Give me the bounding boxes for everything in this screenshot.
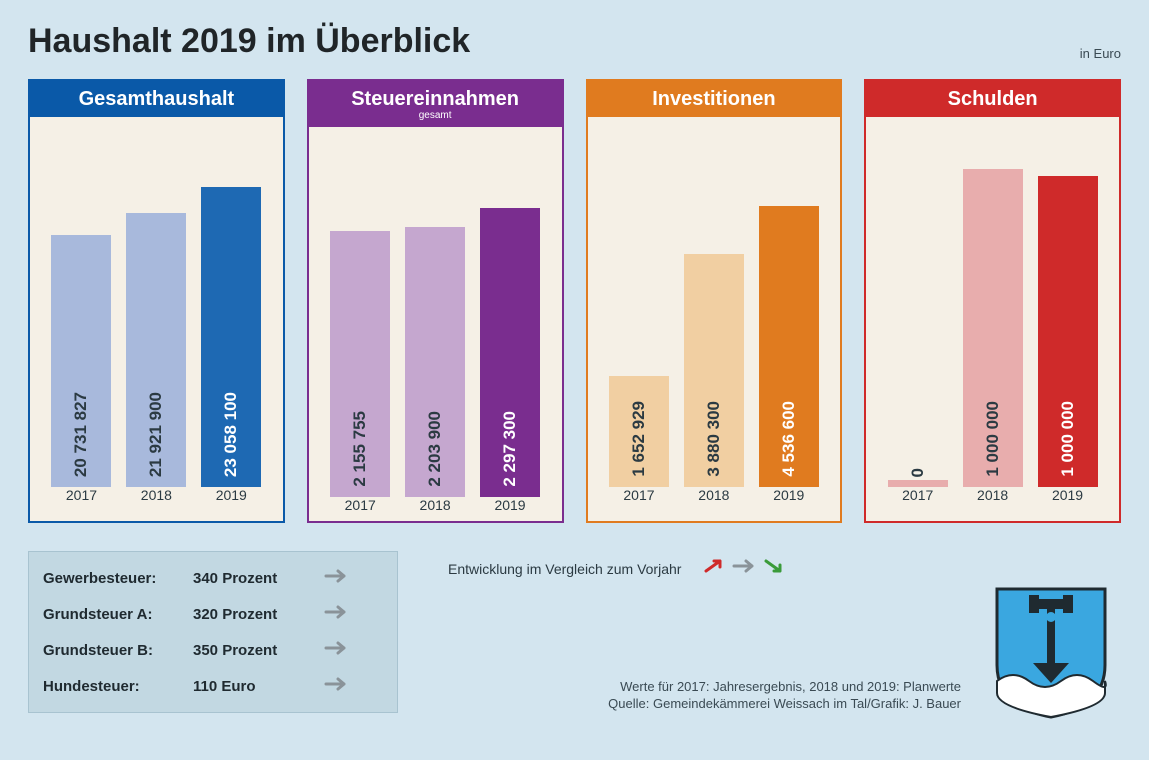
bar: 2 203 900 bbox=[405, 227, 465, 497]
bar: 21 921 900 bbox=[126, 213, 186, 487]
header: Haushalt 2019 im Überblick in Euro bbox=[28, 22, 1121, 61]
tax-label: Grundsteuer A: bbox=[43, 606, 193, 623]
bar: 20 731 827 bbox=[51, 235, 111, 487]
bar-value: 2 297 300 bbox=[500, 401, 520, 497]
year-label: 2019 bbox=[759, 487, 819, 503]
municipality-crest bbox=[991, 585, 1111, 725]
chart-body: 0 1 000 000 1 000 000 bbox=[866, 117, 1119, 487]
x-axis: 2017 2018 2019 bbox=[30, 487, 283, 511]
bar: 23 058 100 bbox=[201, 187, 261, 487]
tax-row: Grundsteuer B:350 Prozent bbox=[43, 632, 383, 668]
bar: 1 000 000 bbox=[963, 169, 1023, 487]
chart-steuereinnahmen: Steuereinnahmengesamt2 155 7552 203 9002… bbox=[307, 79, 564, 523]
trend-arrow-icon bbox=[323, 603, 349, 625]
x-axis: 2017 2018 2019 bbox=[866, 487, 1119, 511]
year-label: 2018 bbox=[963, 487, 1023, 503]
bar-value: 0 bbox=[908, 458, 928, 487]
chart-header: Steuereinnahmengesamt bbox=[309, 81, 562, 127]
bar-value: 23 058 100 bbox=[221, 382, 241, 487]
year-label: 2019 bbox=[480, 497, 540, 513]
chart-body: 2 155 755 2 203 900 2 297 300 bbox=[309, 127, 562, 497]
bar-value: 4 536 600 bbox=[779, 391, 799, 487]
source-line-1: Werte für 2017: Jahresergebnis, 2018 und… bbox=[608, 678, 961, 696]
trend-legend: Entwicklung im Vergleich zum Vorjahr bbox=[448, 557, 1121, 580]
x-axis: 2017 2018 2019 bbox=[588, 487, 841, 511]
legend-text: Entwicklung im Vergleich zum Vorjahr bbox=[448, 561, 681, 577]
legend-arrow-down-icon bbox=[761, 557, 787, 580]
tax-value: 340 Prozent bbox=[193, 570, 323, 587]
bar-value: 1 000 000 bbox=[983, 391, 1003, 487]
legend-arrow-up-icon bbox=[701, 557, 727, 580]
trend-arrow-icon bbox=[323, 639, 349, 661]
bar-value: 20 731 827 bbox=[71, 382, 91, 487]
chart-schulden: Schulden 0 1 000 000 1 000 000 2017 2018 2019 bbox=[864, 79, 1121, 523]
year-label: 2017 bbox=[609, 487, 669, 503]
year-label: 2019 bbox=[1038, 487, 1098, 503]
trend-arrow-icon bbox=[323, 675, 349, 697]
bar: 2 155 755 bbox=[330, 231, 390, 497]
tax-label: Hundesteuer: bbox=[43, 678, 193, 695]
year-label: 2017 bbox=[330, 497, 390, 513]
trend-arrow-icon bbox=[323, 567, 349, 589]
bar-value: 1 000 000 bbox=[1058, 391, 1078, 487]
chart-body: 1 652 929 3 880 300 4 536 600 bbox=[588, 117, 841, 487]
tax-row: Gewerbesteuer:340 Prozent bbox=[43, 560, 383, 596]
bar: 0 bbox=[888, 480, 948, 487]
bar-value: 21 921 900 bbox=[146, 382, 166, 487]
bar: 1 000 000 bbox=[1038, 176, 1098, 487]
chart-body: 20 731 827 21 921 900 23 058 100 bbox=[30, 117, 283, 487]
tax-value: 350 Prozent bbox=[193, 642, 323, 659]
year-label: 2017 bbox=[888, 487, 948, 503]
footer-right: Entwicklung im Vergleich zum Vorjahr Wer… bbox=[398, 551, 1121, 719]
tax-value: 320 Prozent bbox=[193, 606, 323, 623]
bar: 3 880 300 bbox=[684, 254, 744, 487]
chart-header: Investitionen bbox=[588, 81, 841, 117]
tax-label: Grundsteuer B: bbox=[43, 642, 193, 659]
bar: 1 652 929 bbox=[609, 376, 669, 487]
tax-label: Gewerbesteuer: bbox=[43, 570, 193, 587]
chart-header: Schulden bbox=[866, 81, 1119, 117]
year-label: 2018 bbox=[126, 487, 186, 503]
year-label: 2018 bbox=[405, 497, 465, 513]
source-line-2: Quelle: Gemeindekämmerei Weissach im Tal… bbox=[608, 695, 961, 713]
source-block: Werte für 2017: Jahresergebnis, 2018 und… bbox=[608, 678, 961, 713]
page-title: Haushalt 2019 im Überblick bbox=[28, 22, 470, 61]
chart-investitionen: Investitionen 1 652 929 3 880 300 4 536 600… bbox=[586, 79, 843, 523]
bar-value: 2 155 755 bbox=[350, 401, 370, 497]
bar: 2 297 300 bbox=[480, 208, 540, 497]
tax-rates-box: Gewerbesteuer:340 Prozent Grundsteuer A:… bbox=[28, 551, 398, 713]
chart-header: Gesamthaushalt bbox=[30, 81, 283, 117]
chart-sublabel: gesamt bbox=[313, 111, 558, 121]
chart-gesamthaushalt: Gesamthaushalt 20 731 827 21 921 900 23 058… bbox=[28, 79, 285, 523]
tax-value: 110 Euro bbox=[193, 678, 323, 695]
bar-value: 3 880 300 bbox=[704, 391, 724, 487]
legend-arrow-flat-icon bbox=[731, 557, 757, 580]
bar: 4 536 600 bbox=[759, 206, 819, 487]
x-axis: 2017 2018 2019 bbox=[309, 497, 562, 521]
unit-label: in Euro bbox=[1080, 46, 1121, 61]
charts-row: Gesamthaushalt 20 731 827 21 921 900 23 058… bbox=[28, 79, 1121, 523]
legend-arrows bbox=[701, 557, 787, 580]
year-label: 2018 bbox=[684, 487, 744, 503]
year-label: 2019 bbox=[201, 487, 261, 503]
bar-value: 2 203 900 bbox=[425, 401, 445, 497]
bar-value: 1 652 929 bbox=[629, 391, 649, 487]
tax-row: Grundsteuer A:320 Prozent bbox=[43, 596, 383, 632]
year-label: 2017 bbox=[51, 487, 111, 503]
tax-row: Hundesteuer:110 Euro bbox=[43, 668, 383, 704]
